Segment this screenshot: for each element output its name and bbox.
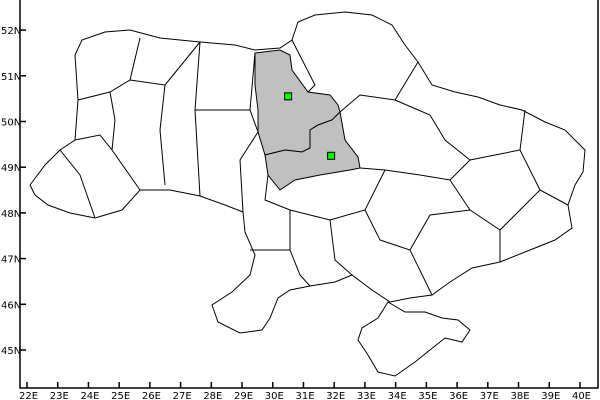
lon-label: 31E <box>295 391 314 400</box>
lon-label: 33E <box>357 391 376 400</box>
lat-label: 51N <box>1 72 21 83</box>
lon-label: 25E <box>111 391 130 400</box>
lon-label: 27E <box>173 391 192 400</box>
lon-label: 37E <box>480 391 499 400</box>
location-marker[interactable] <box>327 151 336 160</box>
lon-label: 32E <box>326 391 345 400</box>
lat-label: 50N <box>1 118 21 129</box>
lon-label: 40E <box>572 391 591 400</box>
cherkasy-oblast[interactable] <box>264 110 361 191</box>
lon-label: 38E <box>511 391 530 400</box>
lon-label: 23E <box>50 391 69 400</box>
lon-label: 24E <box>80 391 99 400</box>
lon-label: 28E <box>203 391 222 400</box>
lon-label: 39E <box>541 391 560 400</box>
location-marker[interactable] <box>284 92 293 101</box>
lat-label: 45N <box>1 346 21 357</box>
lon-label: 34E <box>388 391 407 400</box>
axis-frame <box>19 0 599 389</box>
lat-label: 47N <box>1 255 21 266</box>
lat-label: 52N <box>1 26 21 37</box>
lon-label: 26E <box>142 391 161 400</box>
crimea-outline <box>357 301 471 377</box>
lon-label: 30E <box>265 391 284 400</box>
lon-label: 35E <box>418 391 437 400</box>
lon-label: 29E <box>234 391 253 400</box>
lon-label: 36E <box>449 391 468 400</box>
lat-label: 49N <box>1 163 21 174</box>
lon-label: 22E <box>19 391 38 400</box>
lat-label: 46N <box>1 300 21 311</box>
lat-label: 48N <box>1 209 21 220</box>
oblast-boundaries <box>59 37 569 296</box>
